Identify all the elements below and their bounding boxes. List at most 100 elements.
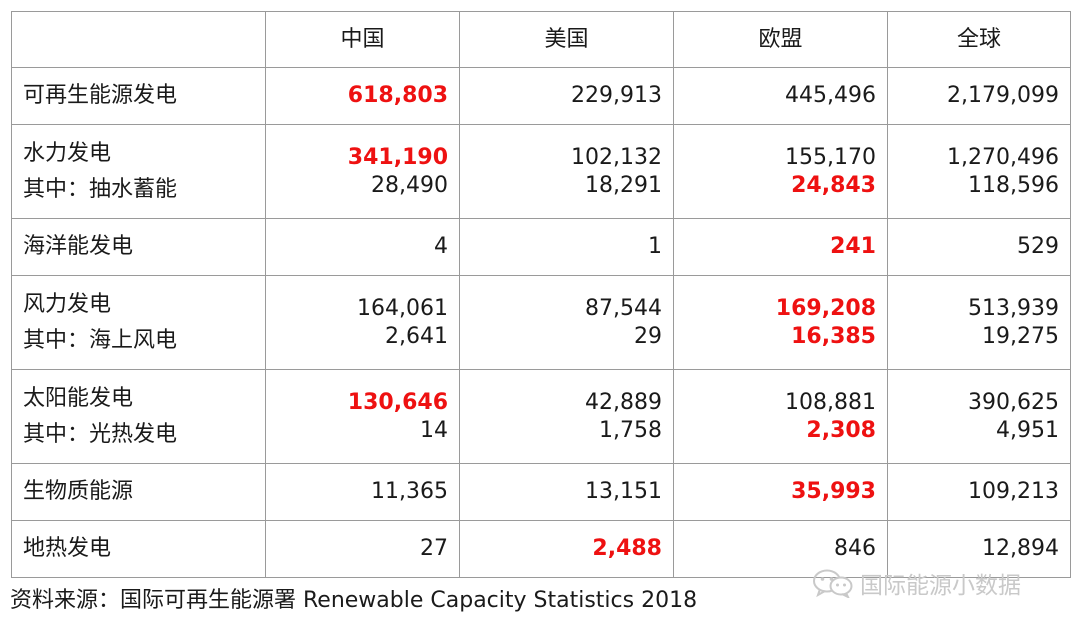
value-cell-china: 27 [265, 520, 460, 578]
row-sublabel: 其中：光热发电 [23, 421, 178, 447]
cell-value: 513,939 [968, 295, 1059, 321]
header-row: 中国 美国 欧盟 全球 [11, 11, 1071, 68]
capacity-table: 中国 美国 欧盟 全球 可再生能源发电 618,803 229,913 445,496… [11, 11, 1071, 578]
cell-subvalue: 1,758 [599, 417, 662, 443]
value-cell-usa: 229,913 [459, 67, 674, 125]
cell-subvalue: 16,385 [791, 323, 876, 349]
value-cell-global: 1,270,496 118,596 [887, 124, 1071, 219]
cell-value: 4 [434, 234, 448, 259]
row-label-cell: 海洋能发电 [11, 218, 266, 276]
value-cell-eu: 155,170 24,843 [673, 124, 888, 219]
value-cell-usa: 102,132 18,291 [459, 124, 674, 219]
cell-value: 445,496 [785, 83, 876, 108]
cell-value: 155,170 [785, 144, 876, 170]
cell-value: 87,544 [585, 295, 662, 321]
row-label: 水力发电 [23, 140, 112, 166]
cell-value: 42,889 [585, 389, 662, 415]
value-cell-china: 164,061 2,641 [265, 275, 460, 370]
cell-value: 846 [834, 536, 876, 561]
row-sublabel: 其中：抽水蓄能 [23, 176, 178, 202]
row-label: 海洋能发电 [23, 234, 134, 259]
value-cell-china: 618,803 [265, 67, 460, 125]
row-label: 地热发电 [23, 536, 112, 561]
table-row: 风力发电 其中：海上风电 164,061 2,641 87,544 29 169,208 16… [11, 275, 1071, 370]
cell-subvalue: 29 [634, 323, 662, 349]
table-row: 海洋能发电 4 1 241 529 [11, 218, 1071, 276]
cell-value: 102,132 [571, 144, 662, 170]
table-row: 太阳能发电 其中：光热发电 130,646 14 42,889 1,758 108,881 2… [11, 369, 1071, 464]
value-cell-usa: 2,488 [459, 520, 674, 578]
value-cell-usa: 87,544 29 [459, 275, 674, 370]
cell-subvalue: 24,843 [791, 172, 876, 198]
row-label: 太阳能发电 [23, 385, 134, 411]
cell-value: 241 [830, 234, 876, 259]
row-label-cell: 生物质能源 [11, 463, 266, 521]
row-label-cell: 水力发电其中：抽水蓄能 [11, 124, 266, 219]
cell-value: 341,190 [347, 144, 448, 170]
value-cell-global: 390,625 4,951 [887, 369, 1071, 464]
cell-value: 27 [420, 536, 448, 561]
cell-subvalue: 18,291 [585, 172, 662, 198]
cell-value: 11,365 [371, 479, 448, 504]
row-sublabel: 其中：海上风电 [23, 327, 178, 353]
cell-subvalue: 118,596 [968, 172, 1059, 198]
table-body: 可再生能源发电 618,803 229,913 445,496 2,179,099 水力发… [11, 67, 1071, 578]
cell-value: 130,646 [347, 389, 448, 415]
value-cell-eu: 241 [673, 218, 888, 276]
cell-value: 169,208 [775, 295, 876, 321]
column-header-eu: 欧盟 [673, 11, 888, 68]
cell-value: 108,881 [785, 389, 876, 415]
table-row: 地热发电 27 2,488 846 12,894 [11, 520, 1071, 578]
value-cell-usa: 13,151 [459, 463, 674, 521]
cell-value: 229,913 [571, 83, 662, 108]
cell-value: 529 [1017, 234, 1059, 259]
value-cell-china: 4 [265, 218, 460, 276]
cell-value: 390,625 [968, 389, 1059, 415]
value-cell-china: 11,365 [265, 463, 460, 521]
value-cell-china: 130,646 14 [265, 369, 460, 464]
cell-value: 164,061 [357, 295, 448, 321]
value-cell-eu: 846 [673, 520, 888, 578]
row-label: 生物质能源 [23, 479, 134, 504]
value-cell-global: 2,179,099 [887, 67, 1071, 125]
column-header-global: 全球 [887, 11, 1071, 68]
row-label-cell: 风力发电其中：海上风电 [11, 275, 266, 370]
row-label: 风力发电 [23, 291, 112, 317]
wechat-icon [812, 568, 854, 598]
source-note: 资料来源：国际可再生能源署 Renewable Capacity Statist… [10, 588, 698, 613]
value-cell-eu: 35,993 [673, 463, 888, 521]
value-cell-global: 513,939 19,275 [887, 275, 1071, 370]
cell-subvalue: 19,275 [982, 323, 1059, 349]
value-cell-eu: 445,496 [673, 67, 888, 125]
row-label-cell: 太阳能发电其中：光热发电 [11, 369, 266, 464]
cell-value: 12,894 [982, 536, 1059, 561]
cell-value: 35,993 [791, 479, 876, 504]
value-cell-eu: 169,208 16,385 [673, 275, 888, 370]
value-cell-eu: 108,881 2,308 [673, 369, 888, 464]
value-cell-usa: 42,889 1,758 [459, 369, 674, 464]
table-row: 生物质能源 11,365 13,151 35,993 109,213 [11, 463, 1071, 521]
watermark-text: 国际能源小数据 [860, 573, 1021, 599]
cell-value: 1,270,496 [947, 144, 1059, 170]
value-cell-global: 529 [887, 218, 1071, 276]
column-header-china: 中国 [265, 11, 460, 68]
cell-subvalue: 4,951 [996, 417, 1059, 443]
cell-value: 109,213 [968, 479, 1059, 504]
cell-subvalue: 14 [420, 417, 448, 443]
table-row: 水力发电 其中：抽水蓄能 341,190 28,490 102,132 18,291 155… [11, 124, 1071, 219]
cell-subvalue: 28,490 [371, 172, 448, 198]
value-cell-global: 12,894 [887, 520, 1071, 578]
row-label: 可再生能源发电 [23, 83, 178, 108]
cell-subvalue: 2,308 [806, 417, 876, 443]
cell-subvalue: 2,641 [385, 323, 448, 349]
row-label-cell: 地热发电 [11, 520, 266, 578]
watermark: 国际能源小数据 [812, 566, 1021, 600]
value-cell-china: 341,190 28,490 [265, 124, 460, 219]
cell-value: 13,151 [585, 479, 662, 504]
header-corner [11, 11, 266, 68]
table-row: 可再生能源发电 618,803 229,913 445,496 2,179,099 [11, 67, 1071, 125]
cell-value: 2,179,099 [947, 83, 1059, 108]
cell-value: 1 [648, 234, 662, 259]
value-cell-global: 109,213 [887, 463, 1071, 521]
cell-value: 2,488 [592, 536, 662, 561]
